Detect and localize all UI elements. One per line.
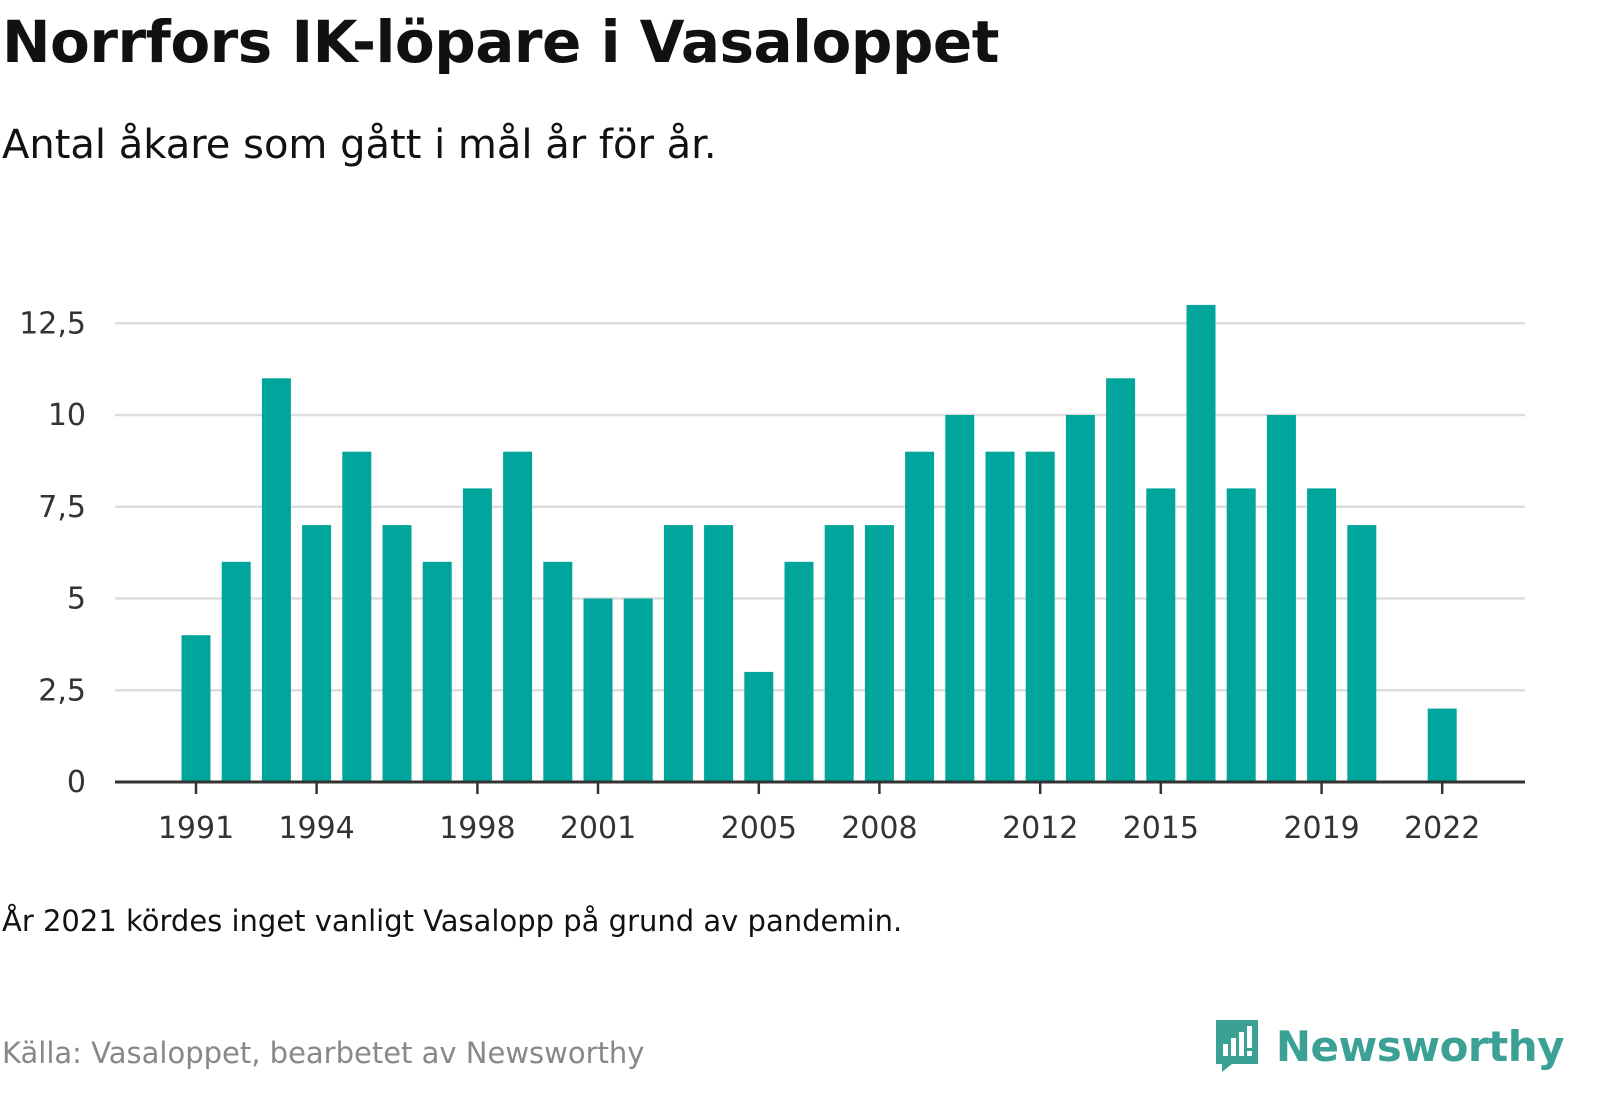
bar-2000 — [543, 561, 573, 782]
bar-1996 — [382, 525, 412, 782]
bar-1998 — [462, 488, 492, 782]
brand-logo: Newsworthy — [1212, 1018, 1565, 1074]
y-tick-label: 10 — [48, 398, 86, 433]
bar-1992 — [221, 561, 251, 782]
footnote: År 2021 kördes inget vanligt Vasalopp på… — [2, 904, 903, 938]
bar-2016 — [1186, 304, 1216, 782]
bar-2015 — [1146, 488, 1176, 782]
y-axis-ticks: 0 2,5 5 7,5 10 12,5 — [19, 306, 86, 800]
bar-2005 — [744, 671, 774, 782]
bar-2012 — [1025, 451, 1055, 782]
bar-1994 — [302, 525, 332, 782]
bar-1999 — [503, 451, 533, 782]
bar-2017 — [1226, 488, 1256, 782]
bar-2019 — [1307, 488, 1337, 782]
bar-2003 — [663, 525, 693, 782]
chart-title: Norrfors IK-löpare i Vasaloppet — [2, 8, 999, 76]
x-tick-label: 2022 — [1404, 811, 1480, 846]
bar-chart-speech-bubble-icon — [1215, 1020, 1258, 1072]
y-tick-label: 2,5 — [38, 673, 86, 708]
x-tick-label: 2008 — [841, 811, 917, 846]
x-tick-label: 2012 — [1002, 811, 1078, 846]
bar-2004 — [704, 525, 734, 782]
y-tick-label: 5 — [67, 582, 86, 617]
bar-2013 — [1065, 415, 1095, 782]
bar-2007 — [824, 525, 854, 782]
bar-1995 — [342, 451, 372, 782]
x-axis-ticks: 1991 1994 1998 2001 2005 2008 2012 2015 2019 2022 — [158, 782, 1480, 846]
bars — [181, 304, 1457, 782]
bar-2011 — [985, 451, 1015, 782]
bar-2009 — [905, 451, 935, 782]
bar-2008 — [864, 525, 894, 782]
x-tick-label: 1991 — [158, 811, 234, 846]
y-tick-label: 0 — [67, 765, 86, 800]
bar-chart: 0 2,5 5 7,5 10 12,5 1991 1994 1998 2001 2005 2008 2… — [19, 304, 1525, 846]
bar-2018 — [1266, 415, 1296, 782]
bar-1991 — [181, 635, 211, 782]
bar-2014 — [1106, 378, 1136, 782]
chart-subtitle: Antal åkare som gått i mål år för år. — [2, 122, 717, 168]
y-tick-label: 12,5 — [19, 306, 86, 341]
bar-2002 — [623, 598, 653, 782]
brand-name: Newsworthy — [1275, 1021, 1565, 1071]
bar-2022 — [1427, 708, 1457, 782]
x-tick-label: 2019 — [1283, 811, 1359, 846]
bar-1993 — [261, 378, 291, 782]
bar-2020 — [1347, 525, 1377, 782]
x-tick-label: 2001 — [560, 811, 636, 846]
source-credit: Källa: Vasaloppet, bearbetet av Newswort… — [2, 1036, 645, 1070]
bar-1997 — [422, 561, 452, 782]
x-tick-label: 1994 — [278, 811, 354, 846]
x-tick-label: 2015 — [1123, 811, 1199, 846]
y-tick-label: 7,5 — [38, 490, 86, 525]
x-tick-label: 2005 — [721, 811, 797, 846]
x-tick-label: 1998 — [439, 811, 515, 846]
bar-2006 — [784, 561, 814, 782]
bar-2010 — [945, 415, 975, 782]
bar-2001 — [583, 598, 613, 782]
